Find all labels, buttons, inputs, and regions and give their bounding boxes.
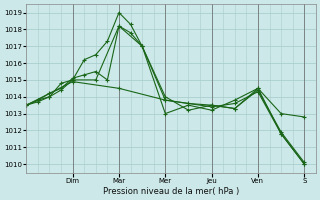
X-axis label: Pression niveau de la mer( hPa ): Pression niveau de la mer( hPa ): [103, 187, 239, 196]
